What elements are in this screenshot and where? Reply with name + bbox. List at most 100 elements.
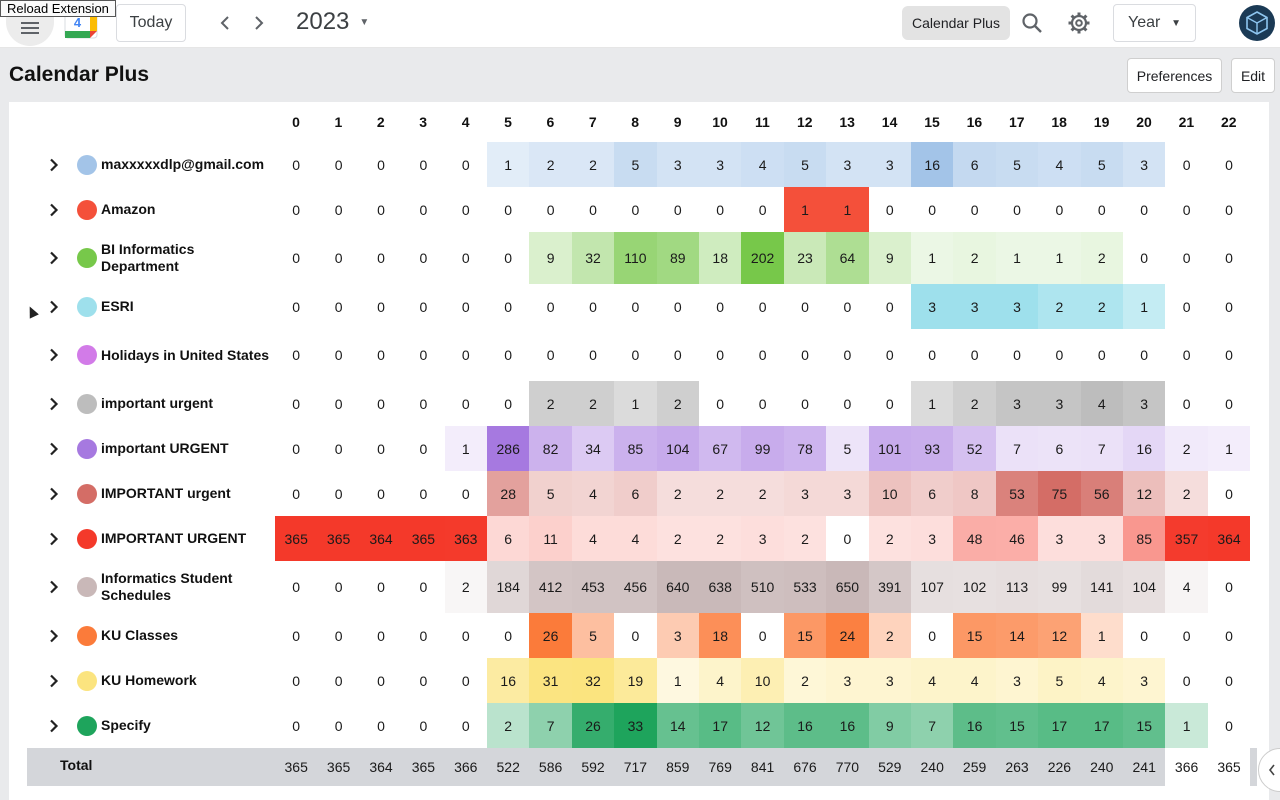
table-cell: 0 <box>377 485 385 502</box>
year-label: 2023 <box>296 8 350 35</box>
expand-row-button[interactable] <box>44 703 64 748</box>
expand-row-button[interactable] <box>44 561 64 613</box>
total-cell: 240 <box>1090 759 1114 775</box>
table-cell: 16 <box>911 142 954 187</box>
table-cell: 0 <box>334 156 343 173</box>
expand-row-button[interactable] <box>44 658 64 703</box>
preferences-button[interactable]: Preferences <box>1127 58 1222 93</box>
next-year-button[interactable] <box>244 6 274 40</box>
table-cell: 4 <box>1165 561 1208 613</box>
table-cell: 56 <box>1080 471 1123 516</box>
table-cell: 53 <box>995 471 1039 516</box>
table-cell: 3 <box>995 658 1039 703</box>
table-cell: 0 <box>1097 347 1106 363</box>
table-cell: 0 <box>843 530 852 547</box>
table-cell: 17 <box>1038 703 1081 748</box>
total-cell: 676 <box>793 759 817 775</box>
table-cell: 0 <box>970 201 979 218</box>
table-cell: 0 <box>758 347 767 363</box>
expand-row-button[interactable] <box>44 613 64 658</box>
table-cell: 0 <box>1225 579 1233 595</box>
table-cell: 0 <box>292 395 301 412</box>
expand-row-button[interactable] <box>44 284 64 329</box>
table-cell: 0 <box>504 347 513 363</box>
table-cell: 2 <box>1165 426 1208 471</box>
table-cell: 0 <box>419 156 428 173</box>
total-cell: 586 <box>538 759 563 775</box>
table-cell: 0 <box>419 250 428 266</box>
table-cell: 0 <box>1225 298 1233 315</box>
top-toolbar: Reload Extension 4 Today 2023 ▼ Calendar… <box>0 0 1280 48</box>
expand-row-button[interactable] <box>44 329 64 381</box>
table-cell: 82 <box>529 426 572 471</box>
table-cell: 2 <box>529 142 572 187</box>
table-cell: 365 <box>317 516 360 561</box>
total-cell: 769 <box>708 759 732 775</box>
search-button[interactable] <box>1015 6 1049 40</box>
table-cell: 5 <box>529 471 572 516</box>
edit-button[interactable]: Edit <box>1231 58 1275 93</box>
settings-button[interactable] <box>1062 6 1096 40</box>
table-cell: 0 <box>716 347 725 363</box>
table-cell: 0 <box>461 347 470 363</box>
table-cell: 5 <box>1080 142 1123 187</box>
table-cell: 12 <box>1123 471 1166 516</box>
calendar-name: Amazon <box>101 201 156 217</box>
expand-row-button[interactable] <box>44 381 64 426</box>
table-cell: 0 <box>673 298 682 315</box>
table-cell: 286 <box>487 426 530 471</box>
column-header: 17 <box>1009 114 1025 130</box>
table-cell: 4 <box>614 516 657 561</box>
table-cell: 533 <box>783 561 827 613</box>
expand-row-button[interactable] <box>44 426 64 471</box>
table-cell: 48 <box>953 516 996 561</box>
year-picker[interactable]: 2023 ▼ <box>296 8 369 36</box>
calendar-color-dot <box>77 199 97 220</box>
view-selector[interactable]: Year ▼ <box>1113 4 1196 42</box>
table-cell: 110 <box>614 232 657 284</box>
account-avatar[interactable] <box>1239 5 1275 41</box>
table-cell: 0 <box>377 156 385 173</box>
table-cell: 0 <box>292 156 301 173</box>
table-cell: 6 <box>487 516 530 561</box>
cube-logo-icon <box>1246 11 1268 35</box>
table-cell: 7 <box>911 703 954 748</box>
gear-icon <box>1068 12 1090 34</box>
table-cell: 7 <box>995 426 1039 471</box>
table-cell: 0 <box>461 201 470 218</box>
table-cell: 0 <box>419 627 428 644</box>
table-cell: 0 <box>419 201 428 218</box>
table-cell: 3 <box>783 471 827 516</box>
column-header: 15 <box>924 114 940 130</box>
table-cell: 18 <box>699 232 742 284</box>
expand-row-button[interactable] <box>44 516 64 561</box>
expand-row-button[interactable] <box>44 187 64 232</box>
table-cell: 67 <box>699 426 742 471</box>
total-cell: 365 <box>1207 748 1251 786</box>
column-header: 18 <box>1051 114 1067 130</box>
expand-row-button[interactable] <box>44 471 64 516</box>
table-cell: 28 <box>487 471 530 516</box>
table-cell: 2 <box>783 658 827 703</box>
expand-row-button[interactable] <box>44 232 64 284</box>
table-cell: 0 <box>292 347 301 363</box>
table-cell: 0 <box>928 201 937 218</box>
table-cell: 0 <box>461 672 470 689</box>
table-cell: 2 <box>699 516 742 561</box>
table-cell: 0 <box>419 485 428 502</box>
table-cell: 0 <box>589 201 597 218</box>
table-cell: 1 <box>995 232 1039 284</box>
table-cell: 2 <box>529 381 572 426</box>
calendar-plus-button[interactable]: Calendar Plus <box>902 6 1010 40</box>
chevron-right-icon <box>255 16 264 30</box>
table-cell: 101 <box>868 426 911 471</box>
table-cell: 0 <box>377 347 385 363</box>
today-button[interactable]: Today <box>116 4 186 42</box>
table-cell: 0 <box>334 672 343 689</box>
table-cell: 0 <box>419 579 428 595</box>
expand-row-button[interactable] <box>44 142 64 187</box>
column-header: 10 <box>712 114 728 130</box>
calendar-color-dot <box>77 715 97 736</box>
previous-year-button[interactable] <box>210 6 240 40</box>
table-cell: 0 <box>758 627 767 644</box>
